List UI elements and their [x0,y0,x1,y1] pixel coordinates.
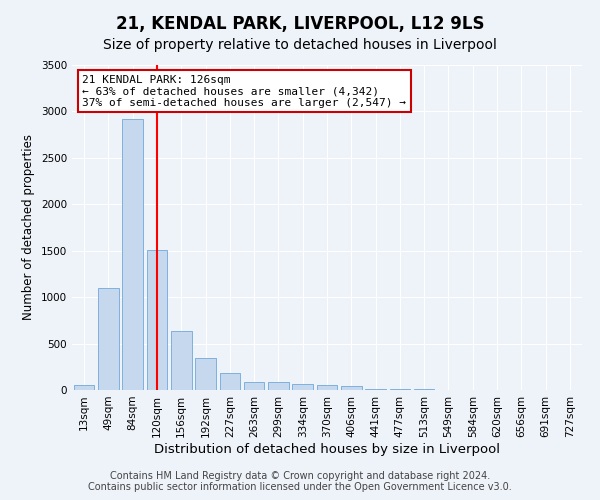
Bar [171,330,191,390]
Bar [195,358,216,390]
Text: 21, KENDAL PARK, LIVERPOOL, L12 9LS: 21, KENDAL PARK, LIVERPOOL, L12 9LS [116,15,484,33]
Bar [244,382,265,390]
Bar [98,288,119,390]
Bar [341,386,362,390]
Bar [365,388,386,390]
Text: Size of property relative to detached houses in Liverpool: Size of property relative to detached ho… [103,38,497,52]
Bar [122,119,143,390]
Bar [268,382,289,390]
Bar [220,373,240,390]
Bar [146,250,167,390]
Bar [317,386,337,390]
Y-axis label: Number of detached properties: Number of detached properties [22,134,35,320]
Text: 21 KENDAL PARK: 126sqm
← 63% of detached houses are smaller (4,342)
37% of semi-: 21 KENDAL PARK: 126sqm ← 63% of detached… [82,74,406,108]
Bar [292,384,313,390]
Bar [74,386,94,390]
Text: Contains HM Land Registry data © Crown copyright and database right 2024.
Contai: Contains HM Land Registry data © Crown c… [88,471,512,492]
X-axis label: Distribution of detached houses by size in Liverpool: Distribution of detached houses by size … [154,442,500,456]
Bar [389,389,410,390]
